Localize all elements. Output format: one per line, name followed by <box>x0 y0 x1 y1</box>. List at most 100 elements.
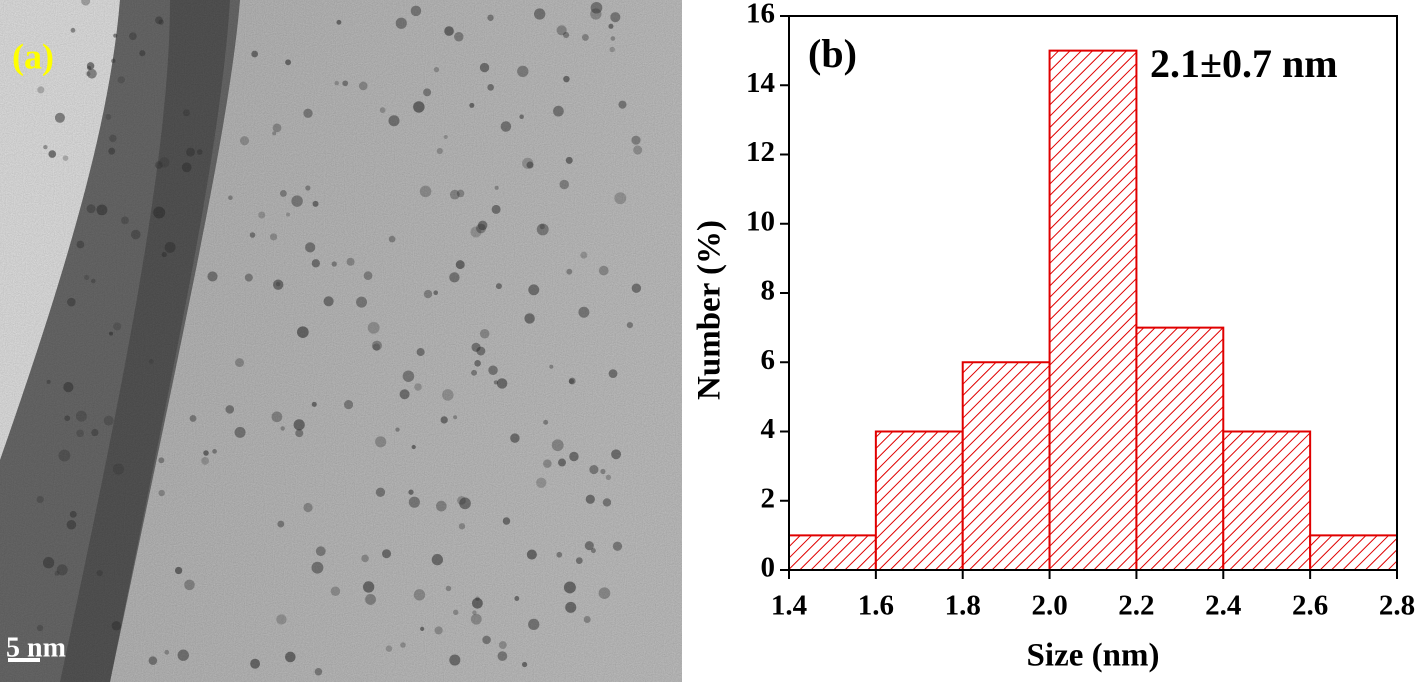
particle <box>62 155 69 161</box>
particle <box>444 26 454 36</box>
particle <box>578 306 590 318</box>
particle <box>563 75 570 83</box>
particle <box>399 389 410 400</box>
particle <box>81 0 91 6</box>
particle <box>70 27 76 33</box>
particle <box>37 86 45 94</box>
particle <box>470 613 482 625</box>
particle <box>235 358 244 368</box>
particle <box>336 19 342 25</box>
particle <box>453 415 458 420</box>
particle <box>553 105 564 117</box>
particle <box>524 313 535 324</box>
particle <box>121 216 129 225</box>
particle <box>272 279 284 290</box>
particle <box>312 200 319 207</box>
particle <box>109 331 114 336</box>
particle <box>250 658 261 669</box>
particle <box>305 242 316 253</box>
particle <box>271 411 283 423</box>
particle <box>528 618 540 630</box>
particle <box>42 557 55 569</box>
particle <box>543 459 552 468</box>
particle <box>497 651 508 661</box>
particle <box>611 449 622 460</box>
tem-image: (a) 5 nm <box>0 0 682 682</box>
particle <box>433 290 439 295</box>
particle <box>158 19 164 25</box>
particle <box>443 135 448 140</box>
particle <box>356 296 368 308</box>
particle <box>414 383 422 391</box>
particle <box>479 328 490 339</box>
particle <box>276 614 287 625</box>
particle <box>54 112 65 123</box>
particle <box>612 541 623 551</box>
particle <box>608 369 618 378</box>
y-tick-label: 10 <box>746 205 775 237</box>
y-tick-label: 12 <box>746 136 775 168</box>
particle <box>536 477 547 488</box>
bar <box>1135 326 1225 571</box>
particle <box>305 185 311 191</box>
particle <box>491 204 501 214</box>
particle <box>43 144 48 150</box>
particle <box>471 369 478 376</box>
particle <box>86 204 96 214</box>
particle <box>375 487 386 497</box>
particle <box>75 410 87 422</box>
particle <box>456 189 465 198</box>
particle <box>395 17 407 29</box>
particle <box>315 546 326 557</box>
particle <box>585 494 595 504</box>
particle <box>311 561 324 574</box>
particle <box>609 46 615 53</box>
particle <box>358 81 368 91</box>
x-tick-label: 1.6 <box>858 590 894 622</box>
particle <box>583 615 591 623</box>
particle <box>63 381 74 393</box>
particle <box>423 289 433 299</box>
particle <box>526 549 537 560</box>
particle <box>556 551 563 558</box>
particle <box>598 587 611 599</box>
particle <box>445 585 452 592</box>
particle <box>177 649 189 661</box>
particle <box>96 204 108 216</box>
particle <box>408 489 414 495</box>
particle <box>258 211 266 219</box>
particle <box>96 569 103 577</box>
particle <box>164 241 176 253</box>
x-tick-label: 2.0 <box>1031 590 1067 622</box>
particle <box>303 502 313 513</box>
particle <box>84 274 90 281</box>
particle <box>153 206 166 219</box>
particle <box>400 642 406 648</box>
particle <box>434 626 443 635</box>
particle <box>449 654 461 666</box>
particle <box>477 220 488 231</box>
particle <box>108 147 116 155</box>
particle <box>528 284 540 296</box>
bar <box>1048 49 1138 571</box>
particle <box>174 566 183 575</box>
panel-label: (b) <box>808 31 857 76</box>
particle <box>285 59 292 66</box>
particle <box>559 179 569 190</box>
particle <box>395 427 400 432</box>
particle <box>344 400 354 410</box>
particle <box>212 449 217 454</box>
particle <box>549 364 554 369</box>
particle <box>334 80 339 86</box>
particle <box>482 635 491 645</box>
particle <box>365 594 376 605</box>
x-tick-label: 1.8 <box>945 590 981 622</box>
particle <box>128 32 137 41</box>
particle <box>474 359 481 367</box>
particle <box>433 66 440 73</box>
particle <box>148 358 154 364</box>
particle <box>410 5 422 17</box>
particle <box>487 84 494 91</box>
particle <box>631 135 641 145</box>
particle <box>269 233 278 241</box>
